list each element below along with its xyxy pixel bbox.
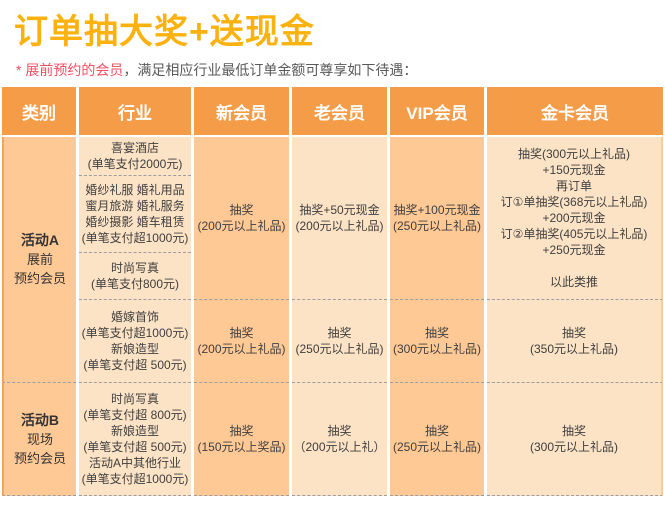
promo-note-highlight: * 展前预约的会员 bbox=[16, 62, 124, 78]
cell-old-member-a-main: 抽奖+50元现金 (200元以上礼品) bbox=[292, 137, 387, 300]
cell-new-member-a4: 抽奖 (200元以上礼品) bbox=[194, 300, 289, 383]
cell-industry-wedding-group: 婚纱礼服 婚礼用品 蜜月旅游 婚礼服务 婚纱摄影 婚车租赁 (单笔支付超1000… bbox=[79, 176, 191, 253]
cell-new-member-b: 抽奖 (150元以上奖品) bbox=[194, 383, 289, 496]
column-industry: 行业 喜宴酒店 (单笔支付2000元) 婚纱礼服 婚礼用品 蜜月旅游 婚礼服务 … bbox=[79, 87, 191, 496]
cell-old-member-b: 抽奖 （200元以上礼） bbox=[292, 383, 387, 496]
header-industry: 行业 bbox=[79, 87, 191, 135]
promo-table: 类别 活动A 展前 预约会员 活动B 现场 预约会员 行业 喜宴酒店 (单笔支付… bbox=[0, 87, 665, 496]
header-new-member: 新会员 bbox=[194, 87, 289, 135]
column-old-member: 老会员 抽奖+50元现金 (200元以上礼品) 抽奖 (250元以上礼品) 抽奖… bbox=[292, 87, 387, 496]
page-title: 订单抽大奖+送现金 bbox=[14, 13, 315, 51]
cell-category-activity-b: 活动B 现场 预约会员 bbox=[2, 383, 76, 496]
cell-vip-member-b: 抽奖 (250元以上礼品) bbox=[390, 383, 484, 496]
header-gold-member: 金卡会员 bbox=[487, 87, 663, 135]
cell-new-member-a-main: 抽奖 (200元以上礼品) bbox=[194, 137, 289, 300]
column-vip-member: VIP会员 抽奖+100元现金 (250元以上礼品) 抽奖 (300元以上礼品)… bbox=[390, 87, 484, 496]
cell-category-activity-a: 活动A 展前 预约会员 bbox=[2, 137, 76, 383]
activity-a-subtitle: 展前 预约会员 bbox=[13, 252, 66, 286]
header-category: 类别 bbox=[2, 87, 76, 135]
cell-industry-fashion-photo: 时尚写真 (单笔支付800元) bbox=[79, 253, 191, 300]
header-old-member: 老会员 bbox=[292, 87, 387, 135]
cell-old-member-a4: 抽奖 (250元以上礼品) bbox=[292, 300, 387, 383]
cell-gold-member-b: 抽奖 (300元以上礼品) bbox=[487, 383, 663, 496]
activity-b-subtitle: 现场 预约会员 bbox=[13, 431, 66, 466]
cell-industry-jewelry-bridal: 婚嫁首饰 (单笔支付超1000元) 新娘造型 (单笔支付超 500元) bbox=[79, 300, 191, 383]
cell-vip-member-a-main: 抽奖+100元现金 (250元以上礼品) bbox=[390, 137, 484, 300]
activity-a-title: 活动A bbox=[20, 232, 60, 248]
cell-gold-member-a-main: 抽奖(300元以上礼品) +150元现金 再订单 订①单抽奖(368元以上礼品)… bbox=[487, 137, 663, 300]
cell-vip-member-a4: 抽奖 (300元以上礼品) bbox=[390, 300, 484, 383]
cell-gold-member-a4: 抽奖 (350元以上礼品) bbox=[487, 300, 663, 383]
column-gold-member: 金卡会员 抽奖(300元以上礼品) +150元现金 再订单 订①单抽奖(368元… bbox=[487, 87, 663, 496]
promo-note: * 展前预约的会员，满足相应行业最低订单金额可尊享如下待遇： bbox=[16, 61, 665, 79]
column-category: 类别 活动A 展前 预约会员 活动B 现场 预约会员 bbox=[2, 87, 76, 496]
activity-b-title: 活动B bbox=[20, 411, 60, 428]
column-new-member: 新会员 抽奖 (200元以上礼品) 抽奖 (200元以上礼品) 抽奖 (150元… bbox=[194, 87, 289, 496]
promo-note-rest: ，满足相应行业最低订单金额可尊享如下待遇： bbox=[123, 62, 418, 78]
header-vip-member: VIP会员 bbox=[390, 87, 484, 135]
cell-industry-activity-b: 时尚写真 (单笔支付超 800元) 新娘造型 (单笔支付超 500元) 活动A中… bbox=[79, 383, 191, 496]
cell-industry-banquet-hotel: 喜宴酒店 (单笔支付2000元) bbox=[79, 137, 191, 176]
